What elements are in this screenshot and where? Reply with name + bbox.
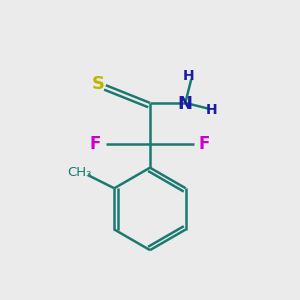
Text: F: F bbox=[90, 135, 101, 153]
Text: CH₃: CH₃ bbox=[67, 166, 91, 178]
Text: S: S bbox=[92, 75, 105, 93]
Text: H: H bbox=[182, 69, 194, 83]
Text: F: F bbox=[199, 135, 210, 153]
Text: N: N bbox=[178, 95, 193, 113]
Text: H: H bbox=[206, 103, 218, 117]
